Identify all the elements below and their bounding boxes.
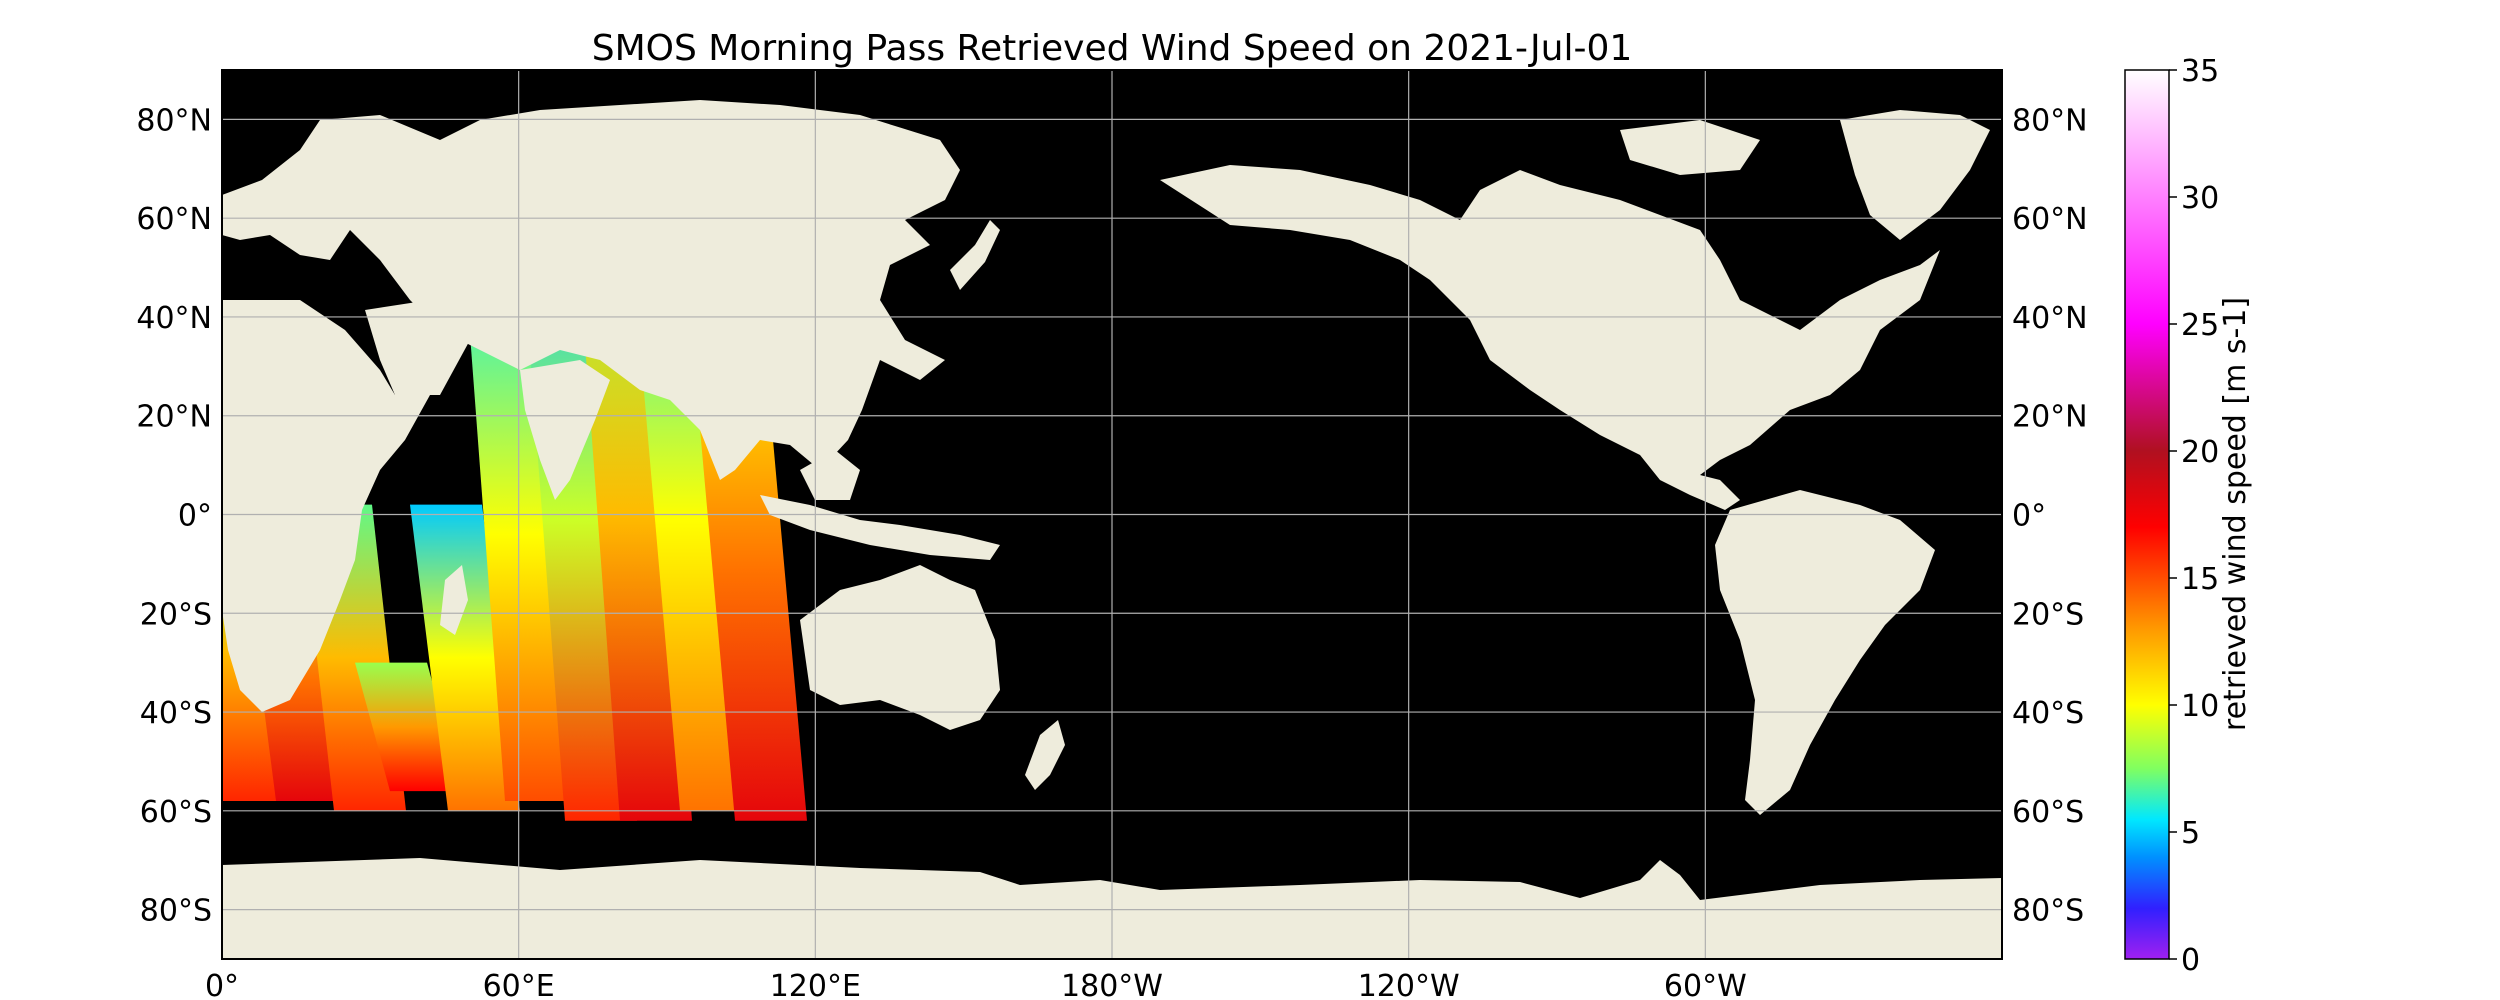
lat-tick-label: 0° xyxy=(2012,499,2046,534)
land-central-america xyxy=(1640,455,1740,510)
lat-tick-label: 80°N xyxy=(136,103,212,138)
colorbar-ticks: 0 5 10 15 20 25 30 35 xyxy=(2169,54,2219,978)
colorbar-tick-label: 30 xyxy=(2181,181,2219,216)
colorbar-label: retrieved wind speed [m s-1] xyxy=(2218,297,2253,731)
lon-tick-label: 180°W xyxy=(1061,969,1163,1000)
lon-tick-label: 120°E xyxy=(770,969,861,1000)
lat-tick-label: 80°N xyxy=(2012,103,2088,138)
land-africa xyxy=(222,300,430,712)
lat-tick-label: 40°N xyxy=(2012,301,2088,336)
lon-tick-label: 60°E xyxy=(483,969,555,1000)
swath-strip xyxy=(85,737,182,786)
land-new-zealand xyxy=(1025,720,1065,790)
lat-tick-label: 80°S xyxy=(2012,894,2084,929)
map-title: SMOS Morning Pass Retrieved Wind Speed o… xyxy=(592,28,1633,69)
land-japan xyxy=(950,220,1000,290)
swath-strip xyxy=(222,761,230,801)
land-indonesia xyxy=(760,495,1000,560)
lat-tick-label: 40°S xyxy=(140,696,212,731)
lon-tick-label: 0° xyxy=(205,969,239,1000)
lat-tick-label: 20°N xyxy=(136,400,212,435)
lat-tick-label: 20°S xyxy=(140,597,212,632)
land-australia xyxy=(800,565,1000,730)
lat-tick-label: 40°S xyxy=(2012,696,2084,731)
colorbar: 0 5 10 15 20 25 30 35 retrieved wind speed [m s… xyxy=(2124,54,2253,978)
lat-tick-label: 40°N xyxy=(136,301,212,336)
lat-tick-label: 0° xyxy=(178,499,212,534)
colorbar-ramp xyxy=(2124,69,2170,960)
lat-tick-label: 20°N xyxy=(2012,400,2088,435)
colorbar-tick-label: 0 xyxy=(2181,943,2200,978)
colorbar-tick-label: 5 xyxy=(2181,816,2200,851)
lon-tick-label: 120°W xyxy=(1358,969,1460,1000)
colorbar-tick-label: 20 xyxy=(2181,435,2219,470)
lat-tick-label: 60°N xyxy=(136,202,212,237)
lat-tick-label: 60°S xyxy=(2012,795,2084,830)
lon-tick-label: 60°W xyxy=(1664,969,1747,1000)
lat-tick-label: 60°S xyxy=(140,795,212,830)
map-frame xyxy=(221,69,2003,960)
land-north-america xyxy=(1160,165,1940,480)
colorbar-tick-label: 15 xyxy=(2181,562,2219,597)
colorbar-tick-label: 35 xyxy=(2181,54,2219,89)
lat-axis-right: 80°N 60°N 40°N 20°N 0° 20°S 40°S 60°S 80°S xyxy=(2012,103,2088,928)
swath-strip xyxy=(410,504,520,811)
lon-axis: 0° 60°E 120°E 180°W 120°W 60°W xyxy=(205,969,1747,1000)
land-madagascar xyxy=(440,565,468,635)
land-greenland xyxy=(1840,110,1990,240)
map-panel: 80°N 60°N 40°N 20°N 0° 20°S 40°S 60°S 80°S 80°N 6… xyxy=(85,69,2088,1000)
land-masses xyxy=(222,100,2002,959)
land-india xyxy=(520,360,610,500)
land-south-america xyxy=(1715,490,1935,815)
land-arabia xyxy=(365,300,470,395)
swath-strip xyxy=(465,267,577,801)
colorbar-tick-label: 10 xyxy=(2181,689,2219,724)
land-eurasia xyxy=(222,100,960,480)
lat-axis-left: 80°N 60°N 40°N 20°N 0° 20°S 40°S 60°S 80°S xyxy=(136,103,212,928)
lat-tick-label: 80°S xyxy=(140,894,212,929)
lat-tick-label: 60°N xyxy=(2012,202,2088,237)
land-arctic-islands xyxy=(1620,120,1760,175)
colorbar-tick-label: 25 xyxy=(2181,308,2219,343)
lat-tick-label: 20°S xyxy=(2012,597,2084,632)
